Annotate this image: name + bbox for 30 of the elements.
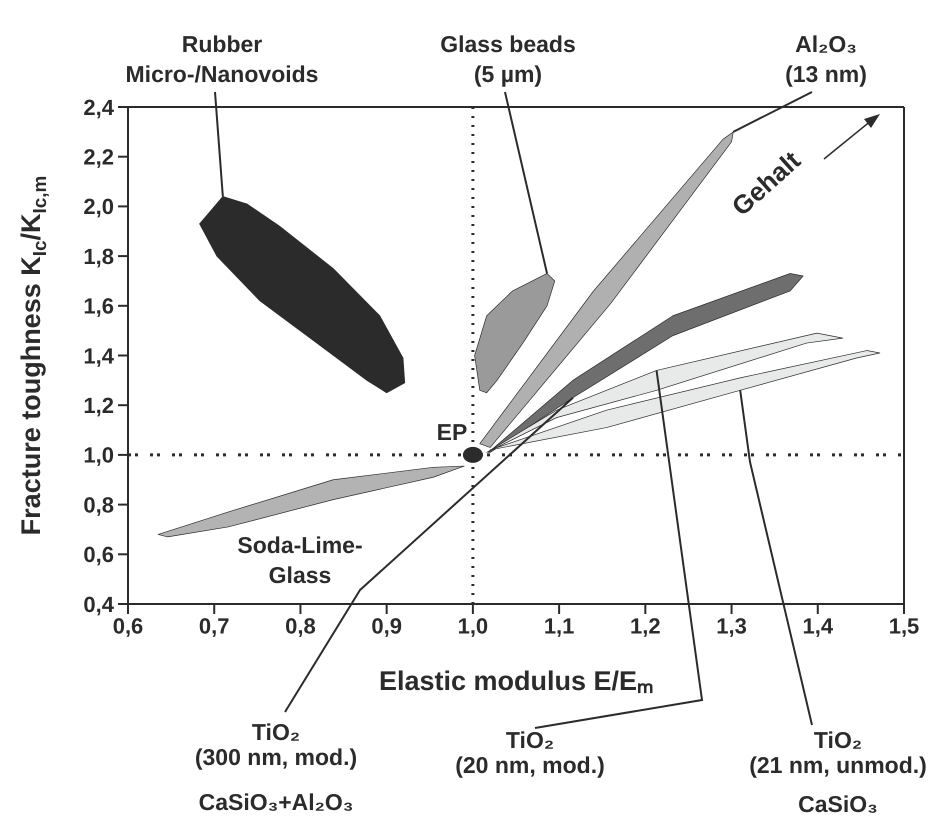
text: Al₂O₃ (13 nm)	[785, 31, 867, 87]
y-tick-label: 2,0	[83, 194, 114, 220]
y-tick-label: 2,2	[83, 144, 114, 170]
series-label: EP	[436, 419, 468, 445]
series-label: Soda-Lime- Glass	[237, 532, 363, 588]
x-tick-label: 0,8	[285, 614, 316, 639]
y-tick-label: 1,8	[83, 244, 114, 269]
x-tick-label: 1,3	[716, 614, 747, 639]
x-tick-label: 1,2	[630, 614, 661, 639]
y-tick-label: 1,6	[83, 294, 114, 319]
x-tick-label: 0,6	[112, 614, 144, 639]
x-tick-label: 1,1	[544, 614, 574, 639]
y-tick-label: 1,0	[83, 442, 114, 468]
text: TiO₂ (20 nm, mod.)	[455, 727, 605, 778]
y-tick-label: 1,4	[83, 343, 115, 368]
x-tick-label: 1,4	[802, 614, 834, 639]
y-tick-label: 0,6	[83, 542, 114, 568]
y-tick-label: 0,4	[83, 592, 115, 617]
y-tick-label: 0,8	[83, 492, 114, 518]
x-tick-label: 1,0	[458, 614, 488, 639]
text: TiO₂ (21 nm, unmod.) CaSiO₃	[749, 727, 927, 817]
x-tick-label: 0,7	[198, 614, 230, 639]
x-tick-label: 1,5	[888, 614, 920, 639]
x-axis-title: Elastic modulus E/Eₘ	[378, 666, 654, 696]
x-tick-label: 0,9	[371, 614, 402, 639]
text: TiO₂ (300 nm, mod.) CaSiO₃+Al₂O₃	[194, 719, 358, 815]
y-tick-label: 2,4	[83, 94, 115, 120]
y-tick-label: 1,2	[83, 393, 114, 418]
text: Glass beads (5 µm)	[440, 31, 576, 87]
text: Rubber Micro-/Nanovoids	[126, 31, 318, 87]
